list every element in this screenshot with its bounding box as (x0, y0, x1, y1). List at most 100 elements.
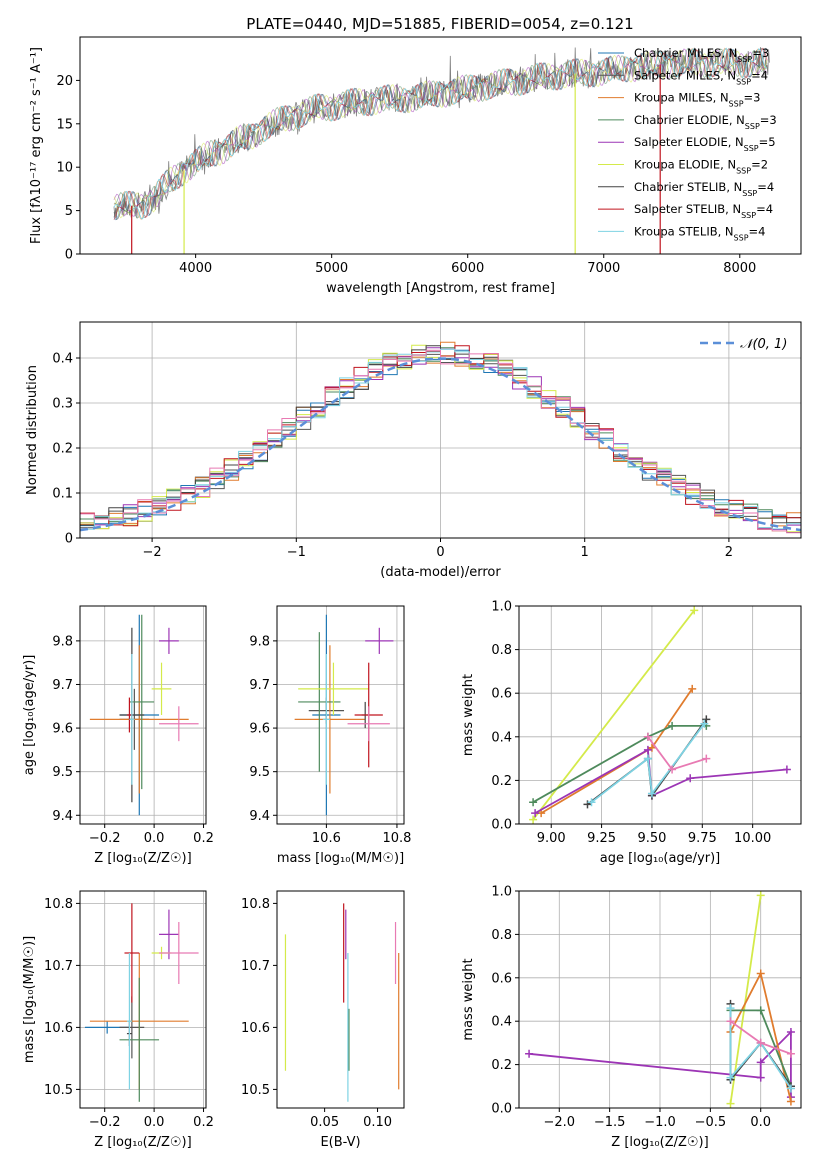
x-tick-label: −0.5 (695, 1115, 727, 1130)
axes-frame (79, 890, 207, 1109)
y-tick-label: 9.4 (52, 809, 73, 824)
mass-weight-line (729, 895, 762, 1104)
model-spectrum-line (113, 48, 768, 221)
x-tick-label: −1.5 (594, 1115, 626, 1130)
y-tick-label: 1.0 (491, 600, 512, 615)
plot-area (84, 903, 199, 1102)
data-point-marker (756, 969, 765, 978)
y-tick-label: 1.0 (491, 885, 512, 900)
y-tick-label: 0 (65, 532, 73, 547)
data-point-marker (782, 765, 791, 774)
x-tick-label: 4000 (179, 261, 212, 276)
data-point-marker (647, 789, 656, 798)
y-tick-label: 0.4 (491, 730, 512, 745)
y-tick-label: 0.8 (491, 928, 512, 943)
data-point-marker (529, 798, 538, 807)
x-tick-label: 0.2 (193, 831, 214, 846)
data-point-marker (643, 745, 652, 754)
data-point-marker (726, 1004, 735, 1013)
legend-entry: Kroupa STELIB, NSSP=4 (634, 224, 765, 242)
data-point-marker (668, 721, 677, 730)
data-point-marker (702, 715, 711, 724)
x-tick-label: 9.50 (637, 831, 666, 846)
x-tick-label: −0.2 (89, 831, 121, 846)
residuals-histogram-panel: −2 −1 0 1 2 0 0.1 0.2 0.3 0.4 (data-model)/error No… (25, 321, 802, 580)
y-tick-label: 0.4 (52, 352, 73, 367)
legend-entry: Chabrier ELODIE, NSSP=3 (634, 113, 777, 130)
x-tick-label: 0.0 (144, 831, 165, 846)
y-tick-label: 10.8 (44, 897, 73, 912)
y-axis-label: Flux [fλ10⁻¹⁷ erg cm⁻² s⁻¹ A⁻¹] (29, 47, 44, 244)
plot-area (80, 341, 801, 534)
x-tick-label: 1 (581, 545, 589, 560)
y-tick-label: 9.5 (52, 765, 73, 780)
data-point-marker (756, 1038, 765, 1047)
data-point-marker (756, 1058, 765, 1067)
x-axis-label: E(B-V) (320, 1135, 360, 1150)
y-tick-label: 9.8 (249, 634, 270, 649)
model-spectrum-line (113, 47, 768, 220)
y-tick-label: 0.8 (491, 643, 512, 658)
data-point-marker (786, 1084, 795, 1093)
mass-weight-line (729, 1008, 792, 1089)
x-axis-label: Z [log₁₀(Z/Z☉)] (94, 851, 191, 866)
data-point-marker (756, 1073, 765, 1082)
x-tick-label: 0.10 (363, 1115, 392, 1130)
spectrum-panel: 4000 5000 6000 7000 8000 0 5 10 15 20 wavelength [… (29, 36, 802, 296)
mass-vs-metallicity-panel: −0.2 0.0 0.2 10.5 10.6 10.7 10.8 Z [log₁₀(Z/Z☉)… (22, 890, 214, 1150)
legend-entry: Chabrier STELIB, NSSP=4 (634, 180, 774, 198)
x-tick-label: 0.0 (144, 1115, 165, 1130)
data-point-marker (756, 1006, 765, 1015)
y-tick-label: 0.6 (491, 971, 512, 986)
data-point-marker (702, 754, 711, 763)
y-tick-label: 15 (56, 117, 73, 132)
y-tick-label: 0.0 (491, 818, 512, 833)
histogram-step-line (80, 349, 801, 534)
x-tick-label: 9.25 (587, 831, 616, 846)
model-spectrum-line (113, 50, 768, 219)
x-tick-label: 10.8 (382, 831, 411, 846)
model-spectrum-line (113, 47, 768, 221)
legend-entry: Salpeter MILES, NSSP=4 (634, 68, 768, 86)
y-tick-label: 20 (56, 74, 73, 89)
x-tick-label: 2 (725, 545, 733, 560)
plot-area (284, 903, 400, 1102)
y-tick-label: 0.4 (491, 1015, 512, 1030)
plot-area (525, 891, 795, 1108)
y-tick-label: 10.7 (44, 959, 73, 974)
mass-weight-line (540, 688, 693, 814)
weight-vs-age-panel: 9.00 9.25 9.50 9.75 10.00 0.0 0.2 0.4 0.6 0.8 1.0 a… (461, 600, 802, 866)
data-point-marker (647, 743, 656, 752)
data-point-marker (643, 732, 652, 741)
x-tick-label: 0.0 (750, 1115, 771, 1130)
legend-entry: Kroupa ELODIE, NSSP=2 (634, 158, 768, 176)
x-tick-label: −1.0 (644, 1115, 676, 1130)
axes-frame (518, 605, 802, 825)
y-tick-label: 9.4 (249, 809, 270, 824)
y-tick-label: 10.6 (241, 1021, 270, 1036)
legend-entry: Kroupa MILES, NSSP=3 (634, 91, 760, 109)
x-axis-label: Z [log₁₀(Z/Z☉)] (611, 1135, 708, 1150)
mass-weight-line (532, 725, 707, 803)
x-axis-label: age [log₁₀(age/yr)] (600, 851, 721, 866)
data-point-marker (686, 774, 695, 783)
data-point-marker (643, 754, 652, 763)
x-tick-label: −0.2 (89, 1115, 121, 1130)
x-axis-label: mass [log₁₀(M/M☉)] (277, 851, 404, 866)
mass-vs-ebv-panel: 0.05 0.10 10.5 10.6 10.7 10.8 E(B-V) (241, 890, 405, 1150)
x-axis-label: wavelength [Angstrom, rest frame] (326, 281, 555, 296)
plot-area (294, 614, 394, 816)
y-tick-label: 9.8 (52, 634, 73, 649)
legend-entry: Salpeter ELODIE, NSSP=5 (634, 135, 776, 153)
gaussian-reference-line (80, 357, 801, 532)
y-tick-label: 9.7 (249, 678, 270, 693)
data-point-marker (726, 1017, 735, 1026)
x-tick-label: 8000 (723, 261, 756, 276)
data-point-marker (688, 684, 697, 693)
y-axis-label: Normed distribution (25, 365, 40, 495)
mass-weight-line (532, 609, 695, 821)
x-axis-label: Z [log₁₀(Z/Z☉)] (94, 1135, 191, 1150)
x-tick-label: 0.05 (310, 1115, 339, 1130)
y-tick-label: 9.6 (249, 722, 270, 737)
data-point-marker (786, 1097, 795, 1106)
